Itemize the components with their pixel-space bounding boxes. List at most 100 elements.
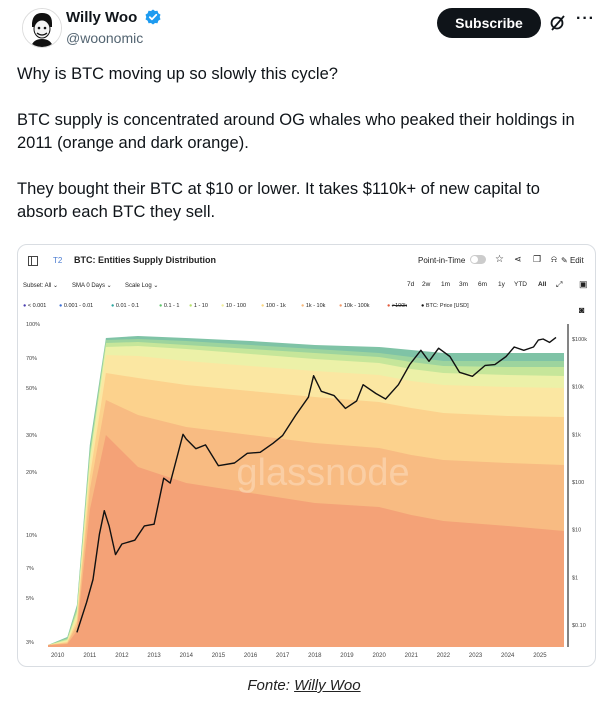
x-tick-label: 2017: [276, 653, 290, 659]
legend-item[interactable]: ● 10k - 100k: [339, 303, 370, 309]
price-tick-label: $10: [572, 528, 581, 534]
sma-dropdown[interactable]: SMA 0 Days ⌄: [72, 283, 112, 289]
legend-item[interactable]: ● < 0.001: [23, 303, 46, 309]
y-tick-label: 10%: [26, 533, 37, 539]
chart-image-card[interactable]: T2 BTC: Entities Supply Distribution Poi…: [17, 244, 596, 667]
legend-swatch: ●: [387, 303, 392, 309]
chart-title: BTC: Entities Supply Distribution: [74, 255, 216, 265]
legend-swatch: ●: [111, 303, 116, 309]
tweet-paragraph-3: They bought their BTC at $10 or lower. I…: [17, 180, 540, 221]
grok-icon[interactable]: [549, 14, 567, 32]
legend-swatch: ●: [339, 303, 344, 309]
legend-item[interactable]: ● BTC: Price [USD]: [421, 303, 469, 309]
subset-label: Subset: All: [23, 283, 52, 289]
y-axis-left: 100% 70% 50% 30% 20% 10% 7% 5% 3%: [26, 322, 40, 646]
legend-item[interactable]: ● 0.1 - 1: [159, 303, 179, 309]
star-icon[interactable]: ☆: [495, 254, 504, 265]
supply-band: [48, 435, 564, 647]
y-tick-label: 5%: [26, 596, 34, 602]
legend-item[interactable]: ● 1k - 10k: [301, 303, 325, 309]
sidebar-toggle-icon[interactable]: [28, 256, 38, 266]
author-handle[interactable]: @woonomic: [66, 30, 144, 46]
y-tick-label: 20%: [26, 470, 37, 476]
legend-item[interactable]: ● 100 - 1k: [261, 303, 286, 309]
range-7d[interactable]: 7d: [407, 281, 415, 288]
legend-label: 100 - 1k: [265, 303, 286, 309]
x-tick-label: 2014: [180, 653, 194, 659]
tier-badge: T2: [53, 256, 63, 265]
x-tick-label: 2019: [340, 653, 354, 659]
legend-swatch: ●: [421, 303, 426, 309]
y-tick-label: 50%: [26, 386, 37, 392]
calendar-icon[interactable]: ▣: [579, 279, 588, 289]
legend-swatch: ●: [189, 303, 194, 309]
legend-label: 10 - 100: [225, 303, 247, 309]
range-1y[interactable]: 1y: [498, 281, 505, 288]
x-tick-label: 2024: [501, 653, 515, 659]
pencil-icon: ✎: [561, 256, 570, 265]
subset-dropdown[interactable]: Subset: All ⌄: [23, 283, 59, 289]
x-tick-label: 2011: [83, 653, 97, 659]
legend-label: 1 - 10: [193, 303, 208, 309]
legend-swatch: ●: [23, 303, 28, 309]
price-tick-label: $100k: [572, 337, 587, 343]
share-icon[interactable]: ⋖: [514, 254, 522, 264]
image-caption: Fonte: Willy Woo: [247, 677, 361, 694]
range-ytd[interactable]: YTD: [514, 281, 527, 288]
y-axis-right: $100k $10k $1k $100 $10 $1 $0.10: [567, 324, 587, 647]
legend-swatch: ●: [159, 303, 164, 309]
copy-icon[interactable]: ❐: [533, 254, 542, 264]
edit-button[interactable]: ✎ Edit: [561, 256, 584, 265]
y-tick-label: 100%: [26, 322, 40, 328]
x-tick-label: 2021: [405, 653, 419, 659]
legend-item[interactable]: ● 1 - 10: [189, 303, 208, 309]
x-tick-label: 2020: [372, 653, 386, 659]
edit-label: Edit: [569, 256, 584, 265]
range-1m[interactable]: 1m: [441, 281, 451, 288]
author-name[interactable]: Willy Woo: [66, 9, 138, 26]
legend-label: 0.001 - 0.01: [63, 303, 94, 309]
supply-bands: [48, 336, 564, 647]
x-tick-label: 2025: [533, 653, 547, 659]
verified-badge-icon: [145, 9, 161, 25]
x-tick-label: 2015: [212, 653, 226, 659]
tweet-text: Why is BTC moving up so slowly this cycl…: [17, 63, 592, 224]
price-tick-label: $1: [572, 575, 578, 581]
point-in-time-label: Point-in-Time: [418, 256, 466, 265]
point-in-time-toggle[interactable]: [470, 255, 486, 264]
range-2w[interactable]: 2w: [422, 281, 431, 288]
range-3m[interactable]: 3m: [459, 281, 469, 288]
legend-item[interactable]: ● 0.001 - 0.01: [59, 303, 93, 309]
more-options-icon[interactable]: ···: [576, 10, 595, 27]
legend-label: >100k: [391, 303, 407, 309]
x-axis: 2010 2011 2012 2013 2014 2015 2016 2017 2018 2019…: [51, 653, 547, 659]
fullscreen-icon[interactable]: ⤢: [556, 280, 563, 289]
legend-label: 1k - 10k: [305, 303, 326, 309]
tweet-paragraph-1: Why is BTC moving up so slowly this cycl…: [17, 65, 338, 83]
legend-label: < 0.001: [27, 303, 47, 309]
legend-item[interactable]: ● 10 - 100: [221, 303, 246, 309]
source-link[interactable]: Willy Woo: [294, 677, 361, 694]
avatar[interactable]: [22, 8, 62, 48]
avatar-image: [23, 9, 61, 47]
btc-price-line: [76, 336, 557, 633]
range-all[interactable]: All: [538, 281, 547, 288]
price-tick-label: $100: [572, 480, 584, 486]
price-tick-label: $0.10: [572, 623, 586, 629]
legend-swatch: ●: [261, 303, 266, 309]
scale-dropdown[interactable]: Scale Log ⌄: [125, 283, 159, 289]
notification-icon[interactable]: ⍾: [551, 254, 557, 264]
camera-icon[interactable]: ◙: [579, 305, 585, 315]
x-tick-label: 2012: [115, 653, 129, 659]
legend-item[interactable]: ● 0.01 - 0.1: [111, 303, 139, 309]
legend-label: BTC: Price [USD]: [425, 303, 469, 309]
y-tick-label: 30%: [26, 433, 37, 439]
range-6m[interactable]: 6m: [478, 281, 488, 288]
price-tick-label: $1k: [572, 432, 581, 438]
y-tick-label: 7%: [26, 566, 34, 572]
legend-item[interactable]: ● >100k: [387, 303, 407, 309]
supply-distribution-chart: glassnode 100% 70% 50% 30% 20% 10% 7% 5% 3% $100…: [26, 322, 587, 659]
tweet-paragraph-2: BTC supply is concentrated around OG wha…: [17, 111, 575, 152]
x-tick-label: 2013: [147, 653, 161, 659]
subscribe-button[interactable]: Subscribe: [437, 8, 541, 38]
